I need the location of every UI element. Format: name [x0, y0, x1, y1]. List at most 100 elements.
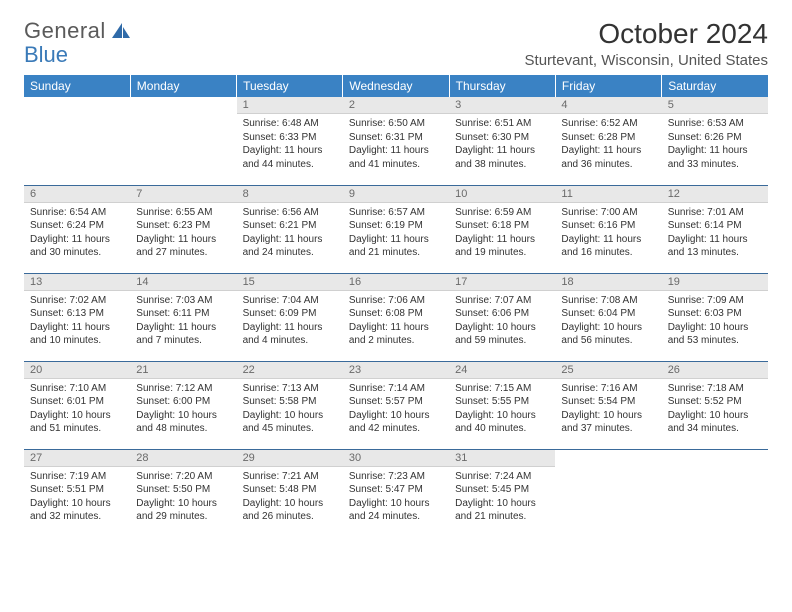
sunset: Sunset: 6:33 PM: [243, 131, 337, 145]
daylight-line2: and 48 minutes.: [136, 422, 230, 436]
weekday-header: Friday: [555, 75, 661, 97]
sunrise: Sunrise: 6:51 AM: [455, 117, 549, 131]
sunrise: Sunrise: 6:52 AM: [561, 117, 655, 131]
day-content: Sunrise: 7:04 AMSunset: 6:09 PMDaylight:…: [237, 291, 343, 352]
month-title: October 2024: [525, 18, 768, 50]
daylight-line1: Daylight: 10 hours: [561, 409, 655, 423]
calendar-cell: 15Sunrise: 7:04 AMSunset: 6:09 PMDayligh…: [237, 273, 343, 361]
day-number: 17: [449, 274, 555, 291]
day-content: Sunrise: 7:19 AMSunset: 5:51 PMDaylight:…: [24, 467, 130, 528]
day-number: 11: [555, 186, 661, 203]
day-number: 3: [449, 97, 555, 114]
day-number: 23: [343, 362, 449, 379]
calendar-cell: 9Sunrise: 6:57 AMSunset: 6:19 PMDaylight…: [343, 185, 449, 273]
day-content: Sunrise: 7:23 AMSunset: 5:47 PMDaylight:…: [343, 467, 449, 528]
sunset: Sunset: 6:19 PM: [349, 219, 443, 233]
daylight-line1: Daylight: 11 hours: [561, 144, 655, 158]
day-number: 13: [24, 274, 130, 291]
daylight-line1: Daylight: 11 hours: [136, 321, 230, 335]
daylight-line1: Daylight: 11 hours: [561, 233, 655, 247]
sunrise: Sunrise: 7:08 AM: [561, 294, 655, 308]
weekday-header: Thursday: [449, 75, 555, 97]
daylight-line1: Daylight: 10 hours: [455, 409, 549, 423]
daylight-line2: and 38 minutes.: [455, 158, 549, 172]
daylight-line2: and 59 minutes.: [455, 334, 549, 348]
daylight-line1: Daylight: 11 hours: [455, 144, 549, 158]
calendar-cell: 14 Sunrise: 7:03 AMSunset: 6:11 PMDayligh…: [130, 273, 236, 361]
daylight-line1: Daylight: 10 hours: [455, 497, 549, 511]
title-block: October 2024 Sturtevant, Wisconsin, Unit…: [525, 18, 768, 69]
daylight-line1: Daylight: 11 hours: [668, 233, 762, 247]
day-content: Sunrise: 7:13 AMSunset: 5:58 PMDaylight:…: [237, 379, 343, 440]
sunrise: Sunrise: 6:59 AM: [455, 206, 549, 220]
sunset: Sunset: 5:55 PM: [455, 395, 549, 409]
daylight-line2: and 10 minutes.: [30, 334, 124, 348]
day-number: 16: [343, 274, 449, 291]
day-content: Sunrise: 7:18 AMSunset: 5:52 PMDaylight:…: [662, 379, 768, 440]
calendar-cell: 5Sunrise: 6:53 AMSunset: 6:26 PMDaylight…: [662, 97, 768, 185]
sunrise: Sunrise: 6:50 AM: [349, 117, 443, 131]
sunset: Sunset: 6:14 PM: [668, 219, 762, 233]
sunrise: Sunrise: 6:48 AM: [243, 117, 337, 131]
daylight-line1: Daylight: 10 hours: [136, 497, 230, 511]
day-content: Sunrise: 7:15 AMSunset: 5:55 PMDaylight:…: [449, 379, 555, 440]
day-number: 14: [130, 274, 236, 291]
day-content: Sunrise: 6:55 AMSunset: 6:23 PMDaylight:…: [130, 203, 236, 264]
location: Sturtevant, Wisconsin, United States: [525, 52, 768, 69]
calendar-cell: 28Sunrise: 7:20 AMSunset: 5:50 PMDayligh…: [130, 449, 236, 537]
sunrise: Sunrise: 6:54 AM: [30, 206, 124, 220]
daylight-line2: and 21 minutes.: [455, 510, 549, 524]
daylight-line1: Daylight: 11 hours: [243, 321, 337, 335]
sunrise: Sunrise: 7:00 AM: [561, 206, 655, 220]
weekday-header-row: SundayMondayTuesdayWednesdayThursdayFrid…: [24, 75, 768, 97]
sunrise: Sunrise: 7:19 AM: [30, 470, 124, 484]
sunrise: Sunrise: 6:53 AM: [668, 117, 762, 131]
logo-text-blue: Blue: [24, 42, 68, 68]
sunrise: Sunrise: 7:01 AM: [668, 206, 762, 220]
sunset: Sunset: 6:26 PM: [668, 131, 762, 145]
sunrise: Sunrise: 7:20 AM: [136, 470, 230, 484]
day-content: Sunrise: 6:56 AMSunset: 6:21 PMDaylight:…: [237, 203, 343, 264]
day-content: Sunrise: 7:20 AMSunset: 5:50 PMDaylight:…: [130, 467, 236, 528]
sunset: Sunset: 6:18 PM: [455, 219, 549, 233]
calendar-cell: 25Sunrise: 7:16 AMSunset: 5:54 PMDayligh…: [555, 361, 661, 449]
calendar-body: 1 Sunrise: 6:48 AMSunset: 6:33 PM Daylight…: [24, 97, 768, 537]
day-number: 21: [130, 362, 236, 379]
day-content: Sunrise: 7:14 AMSunset: 5:57 PMDaylight:…: [343, 379, 449, 440]
calendar-cell: 17Sunrise: 7:07 AMSunset: 6:06 PMDayligh…: [449, 273, 555, 361]
calendar-cell: 11Sunrise: 7:00 AMSunset: 6:16 PMDayligh…: [555, 185, 661, 273]
sunrise: Sunrise: 7:09 AM: [668, 294, 762, 308]
daylight-line1: Daylight: 11 hours: [349, 144, 443, 158]
calendar-cell: 10Sunrise: 6:59 AMSunset: 6:18 PMDayligh…: [449, 185, 555, 273]
sunset: Sunset: 6:03 PM: [668, 307, 762, 321]
sunset: Sunset: 6:31 PM: [349, 131, 443, 145]
sunrise: Sunrise: 7:06 AM: [349, 294, 443, 308]
daylight-line2: and 53 minutes.: [668, 334, 762, 348]
sunrise: Sunrise: 7:07 AM: [455, 294, 549, 308]
sunrise: Sunrise: 7:03 AM: [136, 294, 230, 308]
calendar-cell: 29Sunrise: 7:21 AMSunset: 5:48 PMDayligh…: [237, 449, 343, 537]
sunset: Sunset: 6:11 PM: [136, 307, 230, 321]
sunset: Sunset: 5:45 PM: [455, 483, 549, 497]
day-number: 25: [555, 362, 661, 379]
sunrise: Sunrise: 7:18 AM: [668, 382, 762, 396]
logo-text-general: General: [24, 18, 106, 44]
calendar-cell: 13Sunrise: 7:02 AMSunset: 6:13 PMDayligh…: [24, 273, 130, 361]
daylight-line2: and 2 minutes.: [349, 334, 443, 348]
calendar-cell: 3Sunrise: 6:51 AMSunset: 6:30 PMDaylight…: [449, 97, 555, 185]
daylight-line2: and 56 minutes.: [561, 334, 655, 348]
sunset: Sunset: 6:09 PM: [243, 307, 337, 321]
calendar-row: 27Sunrise: 7:19 AMSunset: 5:51 PMDayligh…: [24, 449, 768, 537]
daylight-line1: Daylight: 10 hours: [136, 409, 230, 423]
calendar-cell: 20Sunrise: 7:10 AMSunset: 6:01 PMDayligh…: [24, 361, 130, 449]
calendar-cell: 21Sunrise: 7:12 AMSunset: 6:00 PMDayligh…: [130, 361, 236, 449]
daylight-line2: and 32 minutes.: [30, 510, 124, 524]
day-content: Sunrise: 6:57 AMSunset: 6:19 PMDaylight:…: [343, 203, 449, 264]
day-number: 1: [237, 97, 343, 114]
day-number: 19: [662, 274, 768, 291]
daylight-line2: and 19 minutes.: [455, 246, 549, 260]
day-number: 31: [449, 450, 555, 467]
daylight-line2: and 4 minutes.: [243, 334, 337, 348]
day-number: 5: [662, 97, 768, 114]
sunset: Sunset: 6:28 PM: [561, 131, 655, 145]
